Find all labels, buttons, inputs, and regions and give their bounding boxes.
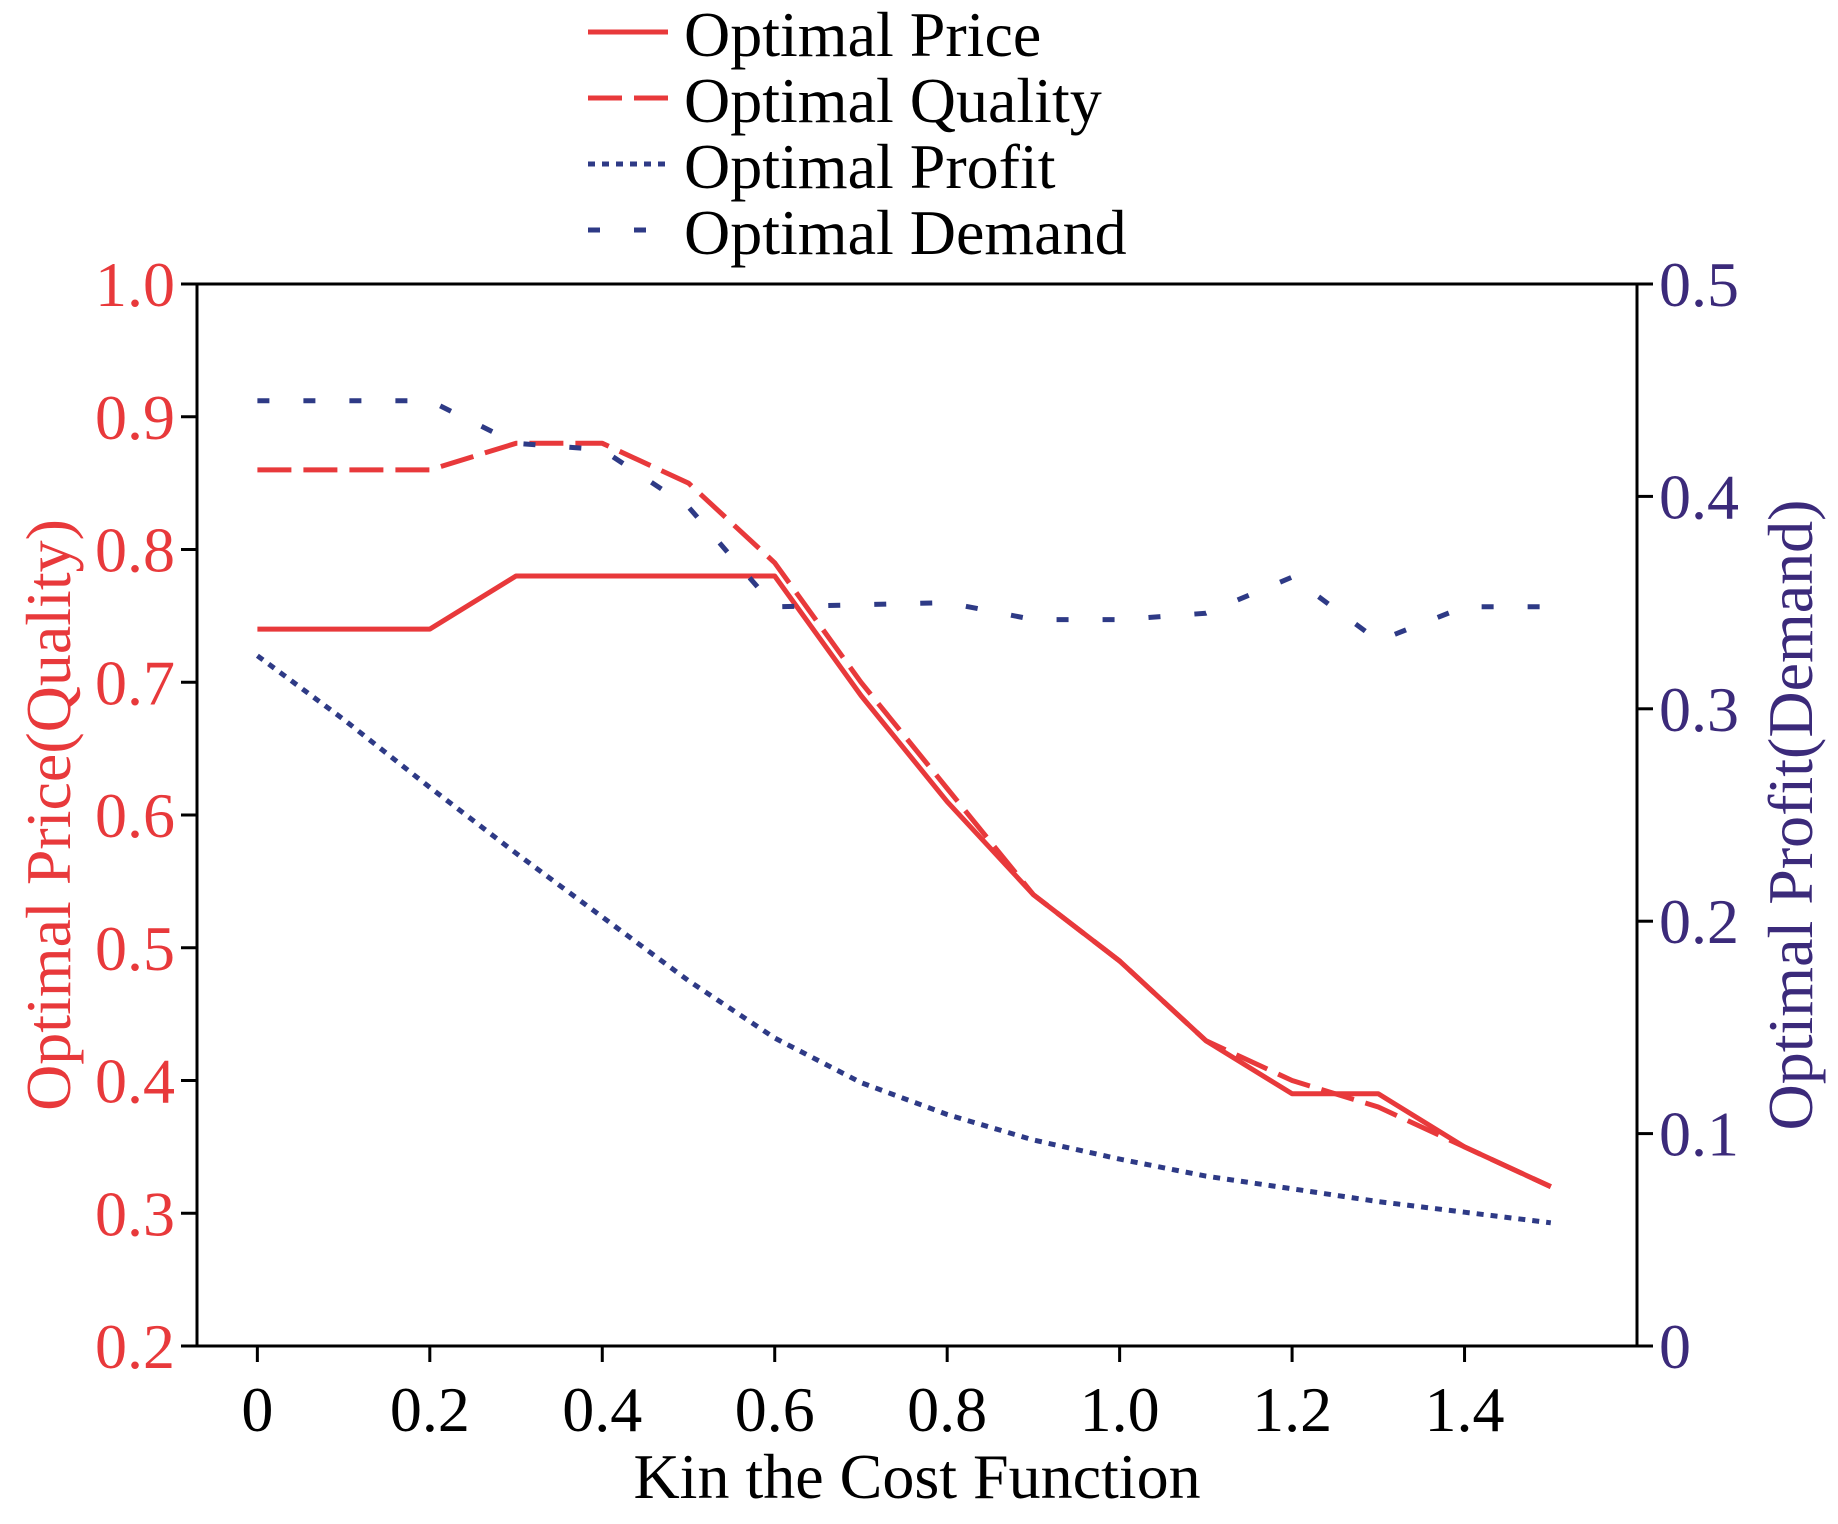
left-y-axis-ticks: 0.2 0.3 0.4 0.5 0.6 0.7 0.8 0.9 1.0 [95, 249, 197, 1382]
x-axis-title: Kin the Cost Function [633, 1441, 1200, 1512]
series-line-optimal-profit [255, 653, 1552, 1226]
x-tick-label: 0.2 [390, 1374, 470, 1445]
series-layer [255, 398, 1552, 1226]
legend-label-optimal-price: Optimal Price [684, 0, 1041, 70]
x-axis-ticks: 0 0.2 0.4 0.6 0.8 1.0 1.2 1.4 [241, 1346, 1505, 1445]
x-tick-label: 0.4 [562, 1374, 642, 1445]
x-tick-label: 1.4 [1425, 1374, 1505, 1445]
series-line-optimal-demand [257, 398, 1551, 644]
left-y-axis-title: Optimal Price(Quality) [13, 519, 84, 1111]
left-y-tick-label: 0.7 [95, 647, 175, 718]
left-y-tick-label: 0.2 [95, 1311, 175, 1382]
right-y-tick-label: 0.4 [1659, 461, 1739, 532]
plot-frame [195, 282, 1639, 1348]
left-y-tick-label: 0.4 [95, 1046, 175, 1117]
legend-label-optimal-demand: Optimal Demand [684, 197, 1127, 268]
x-tick-label: 0.8 [907, 1374, 987, 1445]
left-y-tick-label: 0.5 [95, 913, 175, 984]
legend: Optimal Price Optimal Quality Optimal Pr… [588, 0, 1127, 268]
left-y-tick-label: 0.3 [95, 1178, 175, 1249]
right-y-tick-label: 0 [1659, 1311, 1691, 1382]
series-line-optimal-price [257, 573, 1552, 1189]
right-y-tick-label: 0.1 [1659, 1099, 1739, 1170]
x-tick-label: 1.0 [1080, 1374, 1160, 1445]
x-tick-label: 0 [241, 1374, 273, 1445]
x-tick-label: 0.6 [735, 1374, 815, 1445]
legend-label-optimal-quality: Optimal Quality [684, 65, 1102, 136]
right-y-tick-label: 0.2 [1659, 886, 1739, 957]
left-y-tick-label: 1.0 [95, 249, 175, 320]
right-y-tick-label: 0.3 [1659, 674, 1739, 745]
x-tick-label: 1.2 [1252, 1374, 1332, 1445]
legend-label-optimal-profit: Optimal Profit [684, 131, 1056, 202]
right-y-axis-title: Optimal Profit(Demand) [1755, 500, 1826, 1131]
left-y-tick-label: 0.6 [95, 780, 175, 851]
series-line-optimal-quality [257, 440, 1552, 1189]
right-y-tick-label: 0.5 [1659, 249, 1739, 320]
left-y-tick-label: 0.9 [95, 382, 175, 453]
right-y-axis-ticks: 0 0.1 0.2 0.3 0.4 0.5 [1637, 249, 1739, 1382]
left-y-tick-label: 0.8 [95, 515, 175, 586]
